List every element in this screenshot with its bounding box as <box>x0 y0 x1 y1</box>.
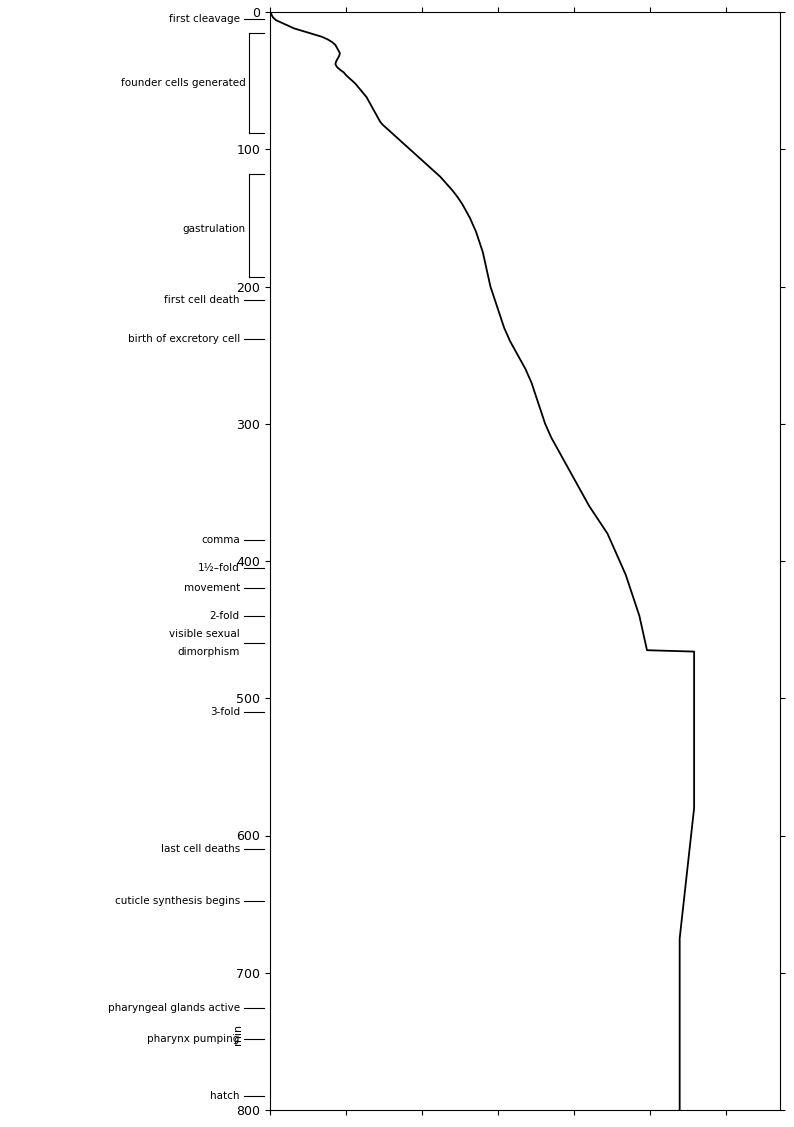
Text: birth of excretory cell: birth of excretory cell <box>128 334 240 344</box>
Text: pharyngeal glands active: pharyngeal glands active <box>108 1003 240 1013</box>
Text: dimorphism: dimorphism <box>177 647 240 657</box>
Text: comma: comma <box>201 535 240 545</box>
Text: founder cells generated: founder cells generated <box>121 79 245 88</box>
Text: movement: movement <box>183 584 240 594</box>
Text: 1½–fold: 1½–fold <box>198 562 240 573</box>
Text: hatch: hatch <box>210 1091 240 1101</box>
Text: gastrulation: gastrulation <box>183 224 245 234</box>
Text: cuticle synthesis begins: cuticle synthesis begins <box>114 896 240 906</box>
Text: min: min <box>233 1024 243 1045</box>
Text: 2-fold: 2-fold <box>210 611 240 621</box>
Text: 3-fold: 3-fold <box>210 707 240 717</box>
Text: last cell deaths: last cell deaths <box>160 844 240 854</box>
Text: visible sexual: visible sexual <box>169 629 240 639</box>
Text: first cleavage: first cleavage <box>169 14 240 24</box>
Text: pharynx pumping: pharynx pumping <box>148 1033 240 1044</box>
Text: first cell death: first cell death <box>164 295 240 305</box>
